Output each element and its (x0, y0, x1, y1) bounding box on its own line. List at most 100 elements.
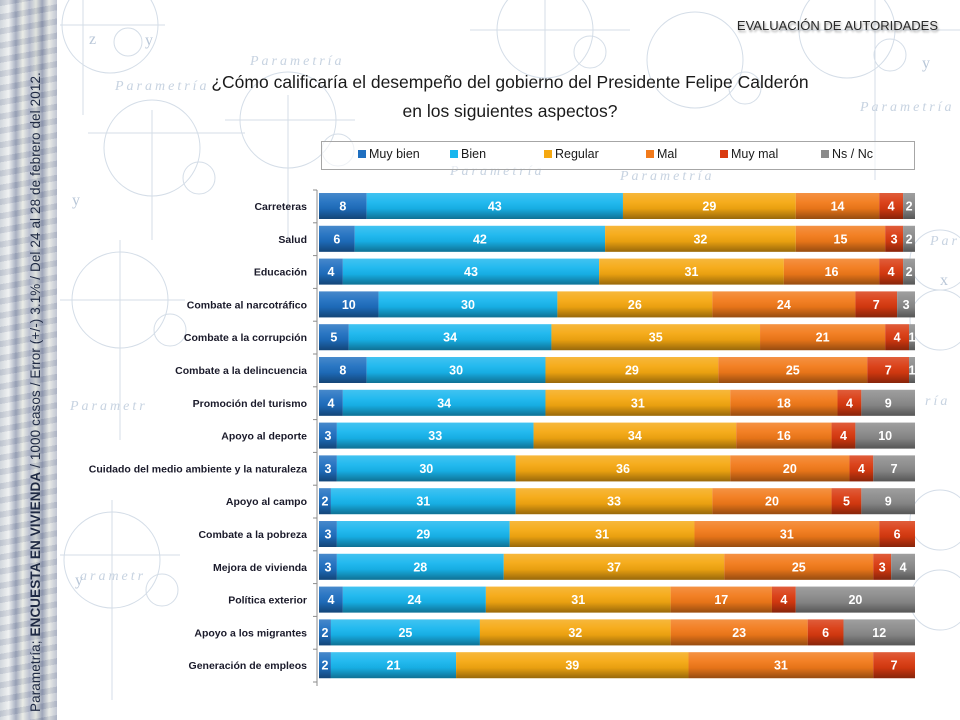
bar-value-label: 9 (885, 396, 892, 410)
bar-shading (712, 291, 856, 318)
bar-segment-muy-mal: 3 (885, 225, 904, 252)
bar-segment-bien: 30 (336, 455, 516, 482)
bar-value-label: 33 (428, 429, 442, 443)
bar-value-label: 4 (780, 593, 787, 607)
bar-shading (342, 586, 486, 613)
bar-segment-mal: 17 (670, 586, 772, 613)
category-label: Carreteras (254, 201, 307, 213)
bar-shading (319, 389, 343, 416)
bar-segment-ns-nc: 1 (909, 324, 916, 351)
bar-segment-regular: 33 (515, 488, 713, 515)
svg-text:Parametría: Parametría (619, 169, 715, 184)
bar-shading (730, 389, 838, 416)
legend-swatch (450, 150, 458, 158)
bar-shading (319, 553, 337, 580)
bar-value-label: 31 (595, 528, 609, 542)
bar-segment-muy-mal: 6 (807, 619, 844, 646)
bar-segment-muy-bien: 3 (319, 553, 337, 580)
bar-shading (366, 357, 546, 383)
bar-value-label: 6 (333, 232, 340, 246)
bar-segment-mal: 25 (724, 553, 874, 580)
bar-shading (319, 193, 367, 219)
bar-segment-regular: 26 (557, 291, 713, 318)
svg-text:y: y (75, 572, 83, 589)
bar-shading (348, 324, 552, 351)
category-label: Generación de empleos (189, 660, 308, 672)
bar-segment-ns-nc: 9 (861, 389, 915, 416)
category-label: Combate a la corrupción (184, 332, 307, 344)
bar-shading (885, 324, 910, 351)
bar-shading (319, 619, 331, 646)
bar-value-label: 4 (840, 429, 847, 443)
bar-shading (861, 389, 915, 416)
bar-segment-bien: 43 (366, 193, 623, 219)
bar-shading (319, 324, 349, 351)
bar-shading (891, 553, 915, 580)
bar-value-label: 34 (443, 331, 457, 345)
bar-value-label: 39 (565, 659, 579, 673)
bar-value-label: 34 (437, 396, 451, 410)
legend-swatch (720, 150, 728, 158)
category-label: Apoyo al campo (226, 496, 307, 508)
bar-segment-ns-nc: 12 (843, 619, 915, 646)
category-label: Combate al narcotráfico (187, 299, 307, 311)
bar-value-label: 4 (858, 462, 865, 476)
bar-value-label: 31 (774, 659, 788, 673)
category-label: Apoyo al deporte (221, 431, 307, 443)
bar-value-label: 5 (330, 331, 337, 345)
bar-value-label: 4 (327, 265, 334, 279)
bar-value-label: 31 (571, 593, 585, 607)
bar-value-label: 3 (324, 528, 331, 542)
legend-item-mal: Mal (646, 147, 677, 161)
bar-shading (319, 422, 337, 449)
bar-shading (545, 357, 719, 383)
bar-shading (319, 357, 367, 383)
svg-text:y: y (922, 55, 930, 72)
bar-value-label: 30 (461, 298, 475, 312)
bar-shading (319, 225, 355, 252)
legend-item-muy-mal: Muy mal (720, 147, 778, 161)
bar-value-label: 36 (616, 462, 630, 476)
bar-segment-bien: 25 (330, 619, 480, 646)
bar-shading (319, 652, 331, 679)
section-tag: EVALUACIÓN DE AUTORIDADES (736, 18, 938, 33)
bar-series-group: 8 43 29 14 4 26 42 32 15 3 24 43 31 16 4 210 30 26 24 7 35 34… (319, 193, 916, 679)
bar-value-label: 23 (732, 626, 746, 640)
bar-value-label: 43 (488, 200, 502, 214)
bar-shading (909, 357, 915, 383)
bar-segment-muy-mal: 6 (879, 521, 915, 547)
bar-value-label: 28 (413, 560, 427, 574)
bar-value-label: 10 (342, 298, 356, 312)
bar-shading (879, 258, 904, 285)
legend-swatch (544, 150, 552, 158)
bar-segment-mal: 31 (694, 521, 880, 547)
bar-value-label: 1 (909, 331, 916, 345)
legend-label: Bien (461, 147, 487, 161)
bar-segment-regular: 31 (545, 389, 731, 416)
legend-item-regular: Regular (544, 147, 599, 161)
bar-value-label: 20 (783, 462, 797, 476)
bar-segment-muy-bien: 3 (319, 455, 337, 482)
category-label: Combate a la pobreza (198, 529, 307, 541)
bar-shading (783, 258, 880, 285)
bar-shading (515, 488, 713, 515)
bar-shading (903, 225, 915, 252)
svg-text:Para: Para (929, 234, 960, 249)
bar-segment-mal: 31 (688, 652, 874, 679)
legend-item-bien: Bien (450, 147, 486, 161)
bar-segment-bien: 21 (330, 652, 457, 679)
bar-shading (807, 619, 844, 646)
bar-shading (903, 258, 915, 285)
bar-segment-muy-bien: 8 (319, 357, 367, 383)
legend-label: Ns / Nc (832, 147, 873, 161)
bar-segment-muy-bien: 4 (319, 258, 343, 285)
bar-shading (319, 488, 331, 515)
bar-shading (503, 553, 725, 580)
bar-segment-bien: 24 (342, 586, 486, 613)
svg-text:Parametría: Parametría (859, 100, 955, 115)
bar-segment-muy-bien: 2 (319, 488, 331, 515)
svg-text:y: y (72, 192, 80, 209)
bar-value-label: 12 (872, 626, 886, 640)
bar-shading (909, 324, 915, 351)
